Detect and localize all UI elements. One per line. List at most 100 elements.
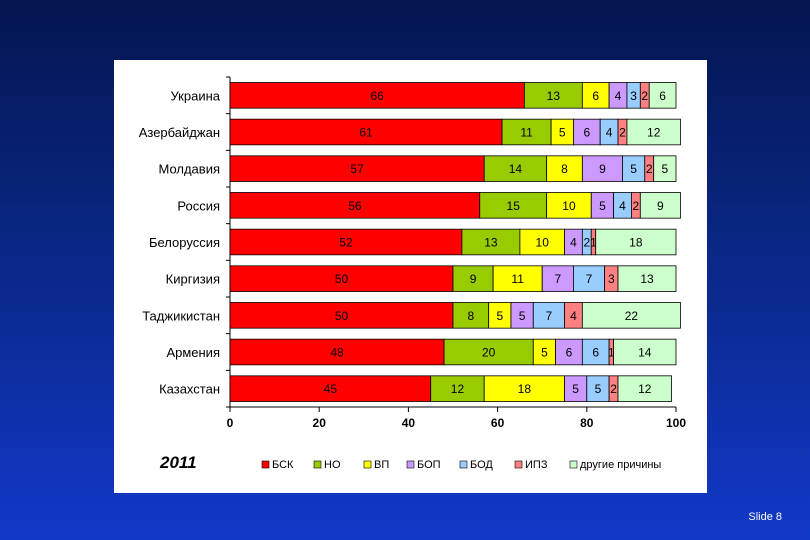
data-label: 57 [350,162,364,176]
bar-segment [581,338,610,366]
bar-segment [546,155,583,182]
legend-swatch [313,460,322,469]
data-label: 66 [371,89,385,103]
x-tick-label: 80 [580,416,594,430]
x-tick-label: 20 [313,416,327,430]
category-label: Белоруссия [149,235,220,250]
data-label: 5 [496,309,503,323]
data-label: 5 [599,199,606,213]
category-label: Казахстан [159,382,220,397]
data-label: 14 [638,346,652,360]
bar-segment [617,375,672,402]
category-label: Киргизия [166,272,220,287]
data-label: 10 [536,236,550,250]
x-tick-label: 100 [666,416,686,430]
data-label: 8 [561,162,568,176]
category-label: Молдавия [158,162,220,177]
x-tick-label: 0 [227,416,234,430]
data-label: 5 [630,162,637,176]
data-label: 7 [546,309,553,323]
data-label: 12 [451,382,465,396]
data-label: 52 [339,236,353,250]
bar-segment [595,228,677,256]
data-label: 6 [592,89,599,103]
legend-label: ИПЗ [525,459,548,471]
data-label: 1 [608,346,615,360]
bar-segment [648,82,677,109]
data-label: 11 [520,126,533,140]
bar-segment [229,265,454,292]
bar-segment [626,118,681,146]
legend-swatch [459,460,468,469]
bar-segment [617,265,677,292]
category-label: Украина [171,88,221,103]
data-label: 7 [554,272,561,286]
legend-swatch [406,460,415,469]
bar-segment [430,375,485,402]
legend-label: ВП [374,459,389,471]
data-label: 5 [662,162,669,176]
data-label: 5 [572,382,579,396]
bar-segment [639,192,681,219]
data-label: 6 [583,126,590,140]
data-label: 20 [482,346,496,360]
data-label: 15 [507,199,521,213]
data-label: 6 [659,89,666,103]
bar-segment [229,338,445,366]
data-label: 5 [559,126,566,140]
slide-number: Slide 8 [748,511,782,523]
bar-segment [452,302,490,329]
data-label: 8 [467,309,474,323]
bar-segment [483,375,565,402]
data-label: 4 [606,126,613,140]
data-label: 50 [335,309,349,323]
data-label: 13 [484,236,498,250]
category-label: Азербайджан [139,125,220,140]
data-label: 6 [566,346,573,360]
legend-label: БСК [272,459,294,471]
data-label: 10 [562,199,576,213]
bar-segment [541,265,574,292]
data-label: 18 [518,382,532,396]
data-label: 1 [590,236,597,250]
data-label: 14 [509,162,523,176]
bar-segment [452,265,494,292]
chart-title: 2011 [160,453,197,472]
bar-segment [532,302,565,329]
category-label: Армения [166,345,220,360]
x-tick-label: 40 [402,416,416,430]
data-label: 13 [640,272,654,286]
bar-segment [461,228,521,256]
chart-panel: Украина 66 13 6 4 3 2 6 Азербайджан 61 11 5 6 4 2 12 Мол… [114,60,707,493]
bar-segment [501,118,552,146]
data-label: 13 [547,89,561,103]
bar-segment [546,192,592,219]
data-label: 9 [599,162,606,176]
bar-segment [229,82,525,109]
bar-segment [229,302,454,329]
bar-segment [613,338,677,366]
bar-segment [483,155,548,182]
data-label: 4 [570,309,577,323]
category-label: Россия [177,198,220,213]
data-label: 9 [470,272,477,286]
data-label: 48 [330,346,344,360]
data-label: 6 [592,346,599,360]
data-label: 5 [541,346,548,360]
data-label: 61 [359,126,373,140]
bar-segment [229,228,463,256]
data-label: 4 [570,236,577,250]
data-label: 11 [511,272,524,286]
legend-swatch [261,460,270,469]
bar-segment [523,82,583,109]
bar-segment [492,265,543,292]
data-label: 5 [519,309,526,323]
legend-swatch [363,460,372,469]
data-label: 3 [608,272,615,286]
legend-swatch [569,460,578,469]
x-tick-label: 60 [491,416,505,430]
legend-label: БОД [470,459,493,471]
legend-label: другие причины [580,459,661,471]
data-label: 18 [629,236,643,250]
data-label: 5 [595,382,602,396]
